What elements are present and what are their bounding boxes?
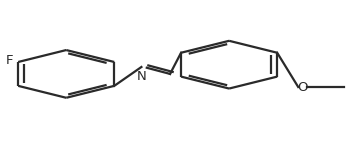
Text: F: F xyxy=(5,54,13,67)
Text: O: O xyxy=(297,81,308,93)
Text: N: N xyxy=(136,70,146,83)
